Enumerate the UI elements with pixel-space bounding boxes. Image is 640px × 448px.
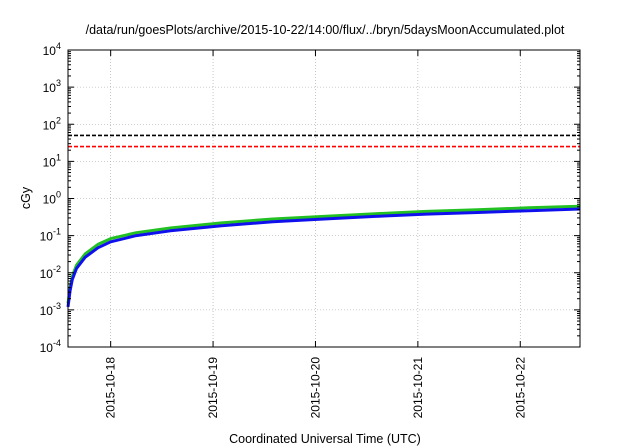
y-tick-label: 102 <box>43 115 61 132</box>
series-line <box>66 207 581 308</box>
data-lines <box>66 134 581 308</box>
y-tick-label: 10-3 <box>40 301 61 318</box>
grid <box>68 50 580 347</box>
x-tick-label: 2015-10-18 <box>104 357 118 419</box>
x-axis: 2015-10-18 2015-10-19 2015-10-20 2015-10-21… <box>104 50 527 419</box>
y-tick-label: 104 <box>43 41 61 58</box>
y-axis-label: cGy <box>19 186 33 209</box>
x-tick-label: 2015-10-22 <box>513 357 527 419</box>
y-tick-label: 10-2 <box>40 264 61 281</box>
y-tick-label: 10-1 <box>40 227 61 244</box>
y-tick-label: 101 <box>43 152 61 169</box>
y-axis: 10-4 10-3 10-2 10-1 100 101 102 103 104 <box>40 41 580 355</box>
y-tick-label: 10-4 <box>40 338 61 355</box>
chart-title: /data/run/goesPlots/archive/2015-10-22/1… <box>86 23 565 37</box>
series-line <box>66 204 581 304</box>
y-tick-label: 103 <box>43 78 61 95</box>
x-tick-label: 2015-10-19 <box>206 357 220 419</box>
x-axis-label: Coordinated Universal Time (UTC) <box>229 432 421 446</box>
x-tick-label: 2015-10-20 <box>308 357 322 419</box>
x-tick-label: 2015-10-21 <box>411 357 425 419</box>
y-tick-label: 100 <box>43 190 61 207</box>
